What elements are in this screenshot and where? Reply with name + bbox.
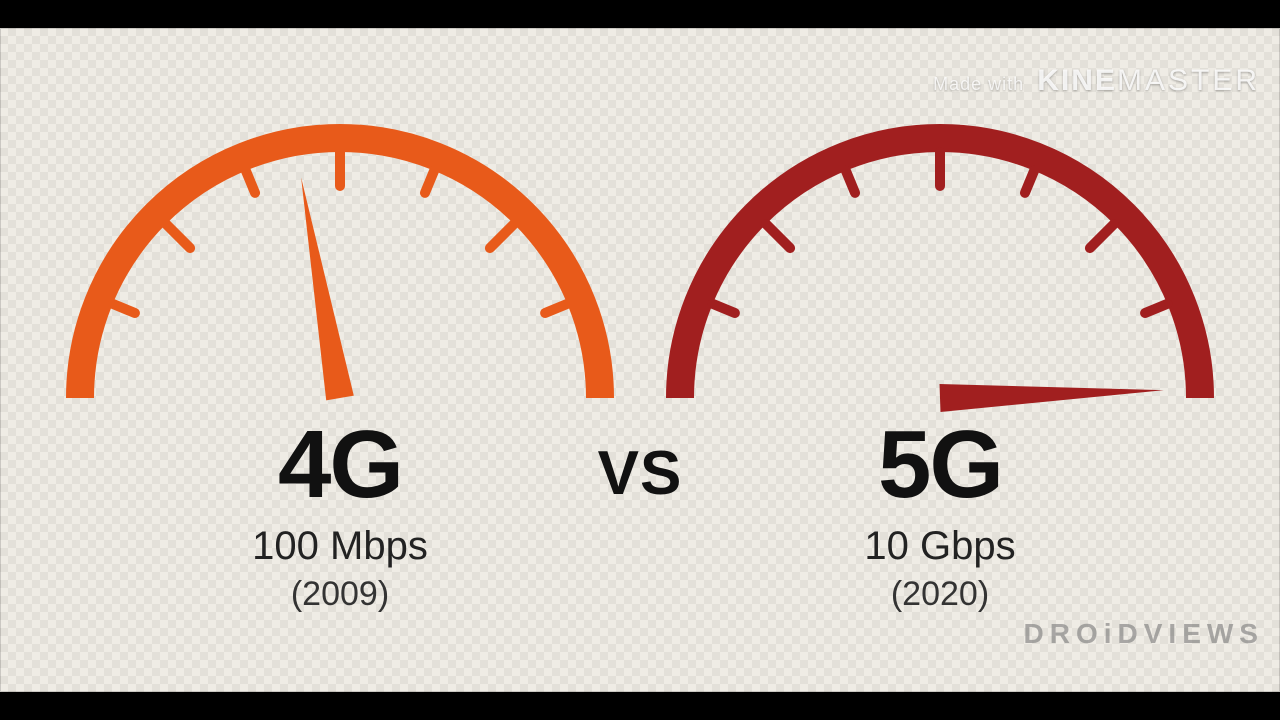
gauge-4g-dial — [60, 88, 620, 418]
gauge-5g: 5G 10 Gbps (2020) — [660, 88, 1220, 614]
watermark-droidviews: DROiDVIEWS — [1024, 618, 1264, 650]
gauge-4g-title: 4G — [60, 410, 620, 520]
gauge-5g-title: 5G — [660, 410, 1220, 520]
video-frame: Made with KINEMASTER 4G 100 Mbps (2009) … — [0, 0, 1280, 720]
gauge-5g-speed: 10 Gbps — [660, 524, 1220, 569]
gauge-4g-speed: 100 Mbps — [60, 524, 620, 569]
vs-label: VS — [598, 438, 683, 509]
gauge-5g-year: (2020) — [660, 575, 1220, 614]
gauge-5g-dial — [660, 88, 1220, 418]
gauge-4g-year: (2009) — [60, 575, 620, 614]
gauge-4g: 4G 100 Mbps (2009) — [60, 88, 620, 614]
infographic-canvas: Made with KINEMASTER 4G 100 Mbps (2009) … — [0, 28, 1280, 692]
